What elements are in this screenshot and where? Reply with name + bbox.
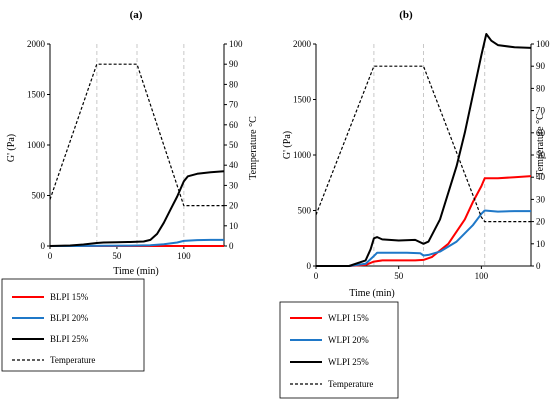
panel-a-y-right-tick-label: 40: [229, 160, 239, 170]
panel-b-series-line-wlpi-25: [316, 33, 532, 267]
panel-b-y-right-tick-label: 30: [536, 194, 546, 204]
panel-b-y-label: G' (Pa): [282, 131, 293, 159]
panel-a-legend-label-blpi-20: BLPI 20%: [50, 313, 89, 323]
panel-b-x-tick-label: 100: [475, 271, 489, 281]
panel-a-x-tick-label: 50: [112, 251, 122, 261]
panel-a-series-line-temperature: [49, 63, 224, 207]
panel-a-y-tick-label: 500: [32, 191, 46, 201]
panel-b-y-right-tick-label: 40: [536, 172, 546, 182]
panel-b-legend-label-wlpi-15: WLPI 15%: [328, 313, 369, 323]
panel-a-y-right-label: Temperature °C: [248, 116, 259, 180]
panel-a-y-label: G' (Pa): [6, 134, 17, 162]
panel-a-x-label: Time (min): [113, 266, 158, 277]
panel-b-y-right-label: Temperature °C: [535, 113, 546, 177]
panel-b-y-right-tick-label: 90: [536, 61, 546, 71]
panel-b-y-tick-label: 2000: [293, 39, 312, 49]
panel-a-y-right-tick-label: 30: [229, 180, 239, 190]
panel-b: (b) G' (Pa) Temperature °C Time (min) 0 5…: [279, 9, 550, 399]
panel-b-y-right-tick-label: 70: [536, 106, 546, 116]
panel-b-y-right-tick-label: 60: [536, 128, 546, 138]
panel-b-x-tick-label: 50: [394, 271, 404, 281]
panel-b-y-tick-label: 500: [298, 206, 312, 216]
panel-b-y-tick-label: 1500: [293, 95, 312, 105]
panel-a-legend: BLPI 15% BLPI 20% BLPI 25% Temperature: [1, 278, 145, 372]
panel-b-y-right-tick-label: 0: [536, 261, 541, 271]
panel-b-legend-label-wlpi-25: WLPI 25%: [328, 357, 369, 367]
panel-b-x-tick-label: 0: [314, 271, 319, 281]
panel-b-y-tick-label: 0: [307, 261, 312, 271]
panel-b-legend-label-wlpi-20: WLPI 20%: [328, 335, 369, 345]
panel-a-label: (a): [130, 9, 143, 21]
panel-a-y-right-tick-label: 80: [229, 79, 239, 89]
panel-b-y-right-tick-label: 20: [536, 217, 546, 227]
panel-a-y-right-tick-label: 60: [229, 120, 239, 130]
panel-b-series-line-temperature: [315, 65, 531, 223]
panel-a-y-right-tick-label: 10: [229, 221, 239, 231]
panel-b-legend: WLPI 15% WLPI 20% WLPI 25% Temperature: [279, 301, 399, 399]
panel-b-y-tick-label: 1000: [293, 150, 312, 160]
panel-a-legend-label-blpi-15: BLPI 15%: [50, 292, 89, 302]
panel-a-legend-label-blpi-25: BLPI 25%: [50, 334, 89, 344]
panel-a-y-right-tick-label: 100: [229, 39, 243, 49]
panel-b-series-line-wlpi-20: [316, 209, 531, 267]
panel-b-y-right-tick-label: 100: [536, 39, 550, 49]
panel-a-x-tick-label: 100: [177, 251, 191, 261]
panel-a-y-tick-label: 2000: [27, 39, 46, 49]
panel-a-y-tick-label: 0: [41, 241, 46, 251]
panel-a-y-right-tick-label: 0: [229, 241, 234, 251]
panel-a-y-right-tick-label: 90: [229, 59, 239, 69]
panel-a: (a) G' (Pa) Temperature °C Time (min) 0 5…: [1, 9, 259, 372]
panel-a-legend-box: [1, 278, 145, 372]
panel-b-y-right-tick-label: 50: [536, 150, 546, 160]
panel-a-series-line-blpi-20: [50, 238, 224, 247]
panel-b-y-right-tick-label: 10: [536, 239, 546, 249]
panel-b-series-line-wlpi-15: [316, 175, 532, 267]
panel-b-legend-label-temperature: Temperature: [328, 379, 373, 389]
panel-a-legend-label-temperature: Temperature: [50, 355, 95, 365]
panel-a-x-tick-label: 0: [48, 251, 53, 261]
panel-a-y-right-tick-label: 20: [229, 201, 239, 211]
panel-a-y-tick-label: 1500: [27, 90, 46, 100]
panel-b-x-label: Time (min): [349, 288, 394, 299]
panel-a-series-line-blpi-25: [49, 170, 225, 247]
panel-a-y-right-tick-label: 70: [229, 100, 239, 110]
panel-a-y-tick-label: 1000: [27, 140, 46, 150]
panel-b-label: (b): [399, 9, 413, 21]
panel-b-y-right-tick-label: 80: [536, 83, 546, 93]
panel-a-y-right-tick-label: 50: [229, 140, 239, 150]
